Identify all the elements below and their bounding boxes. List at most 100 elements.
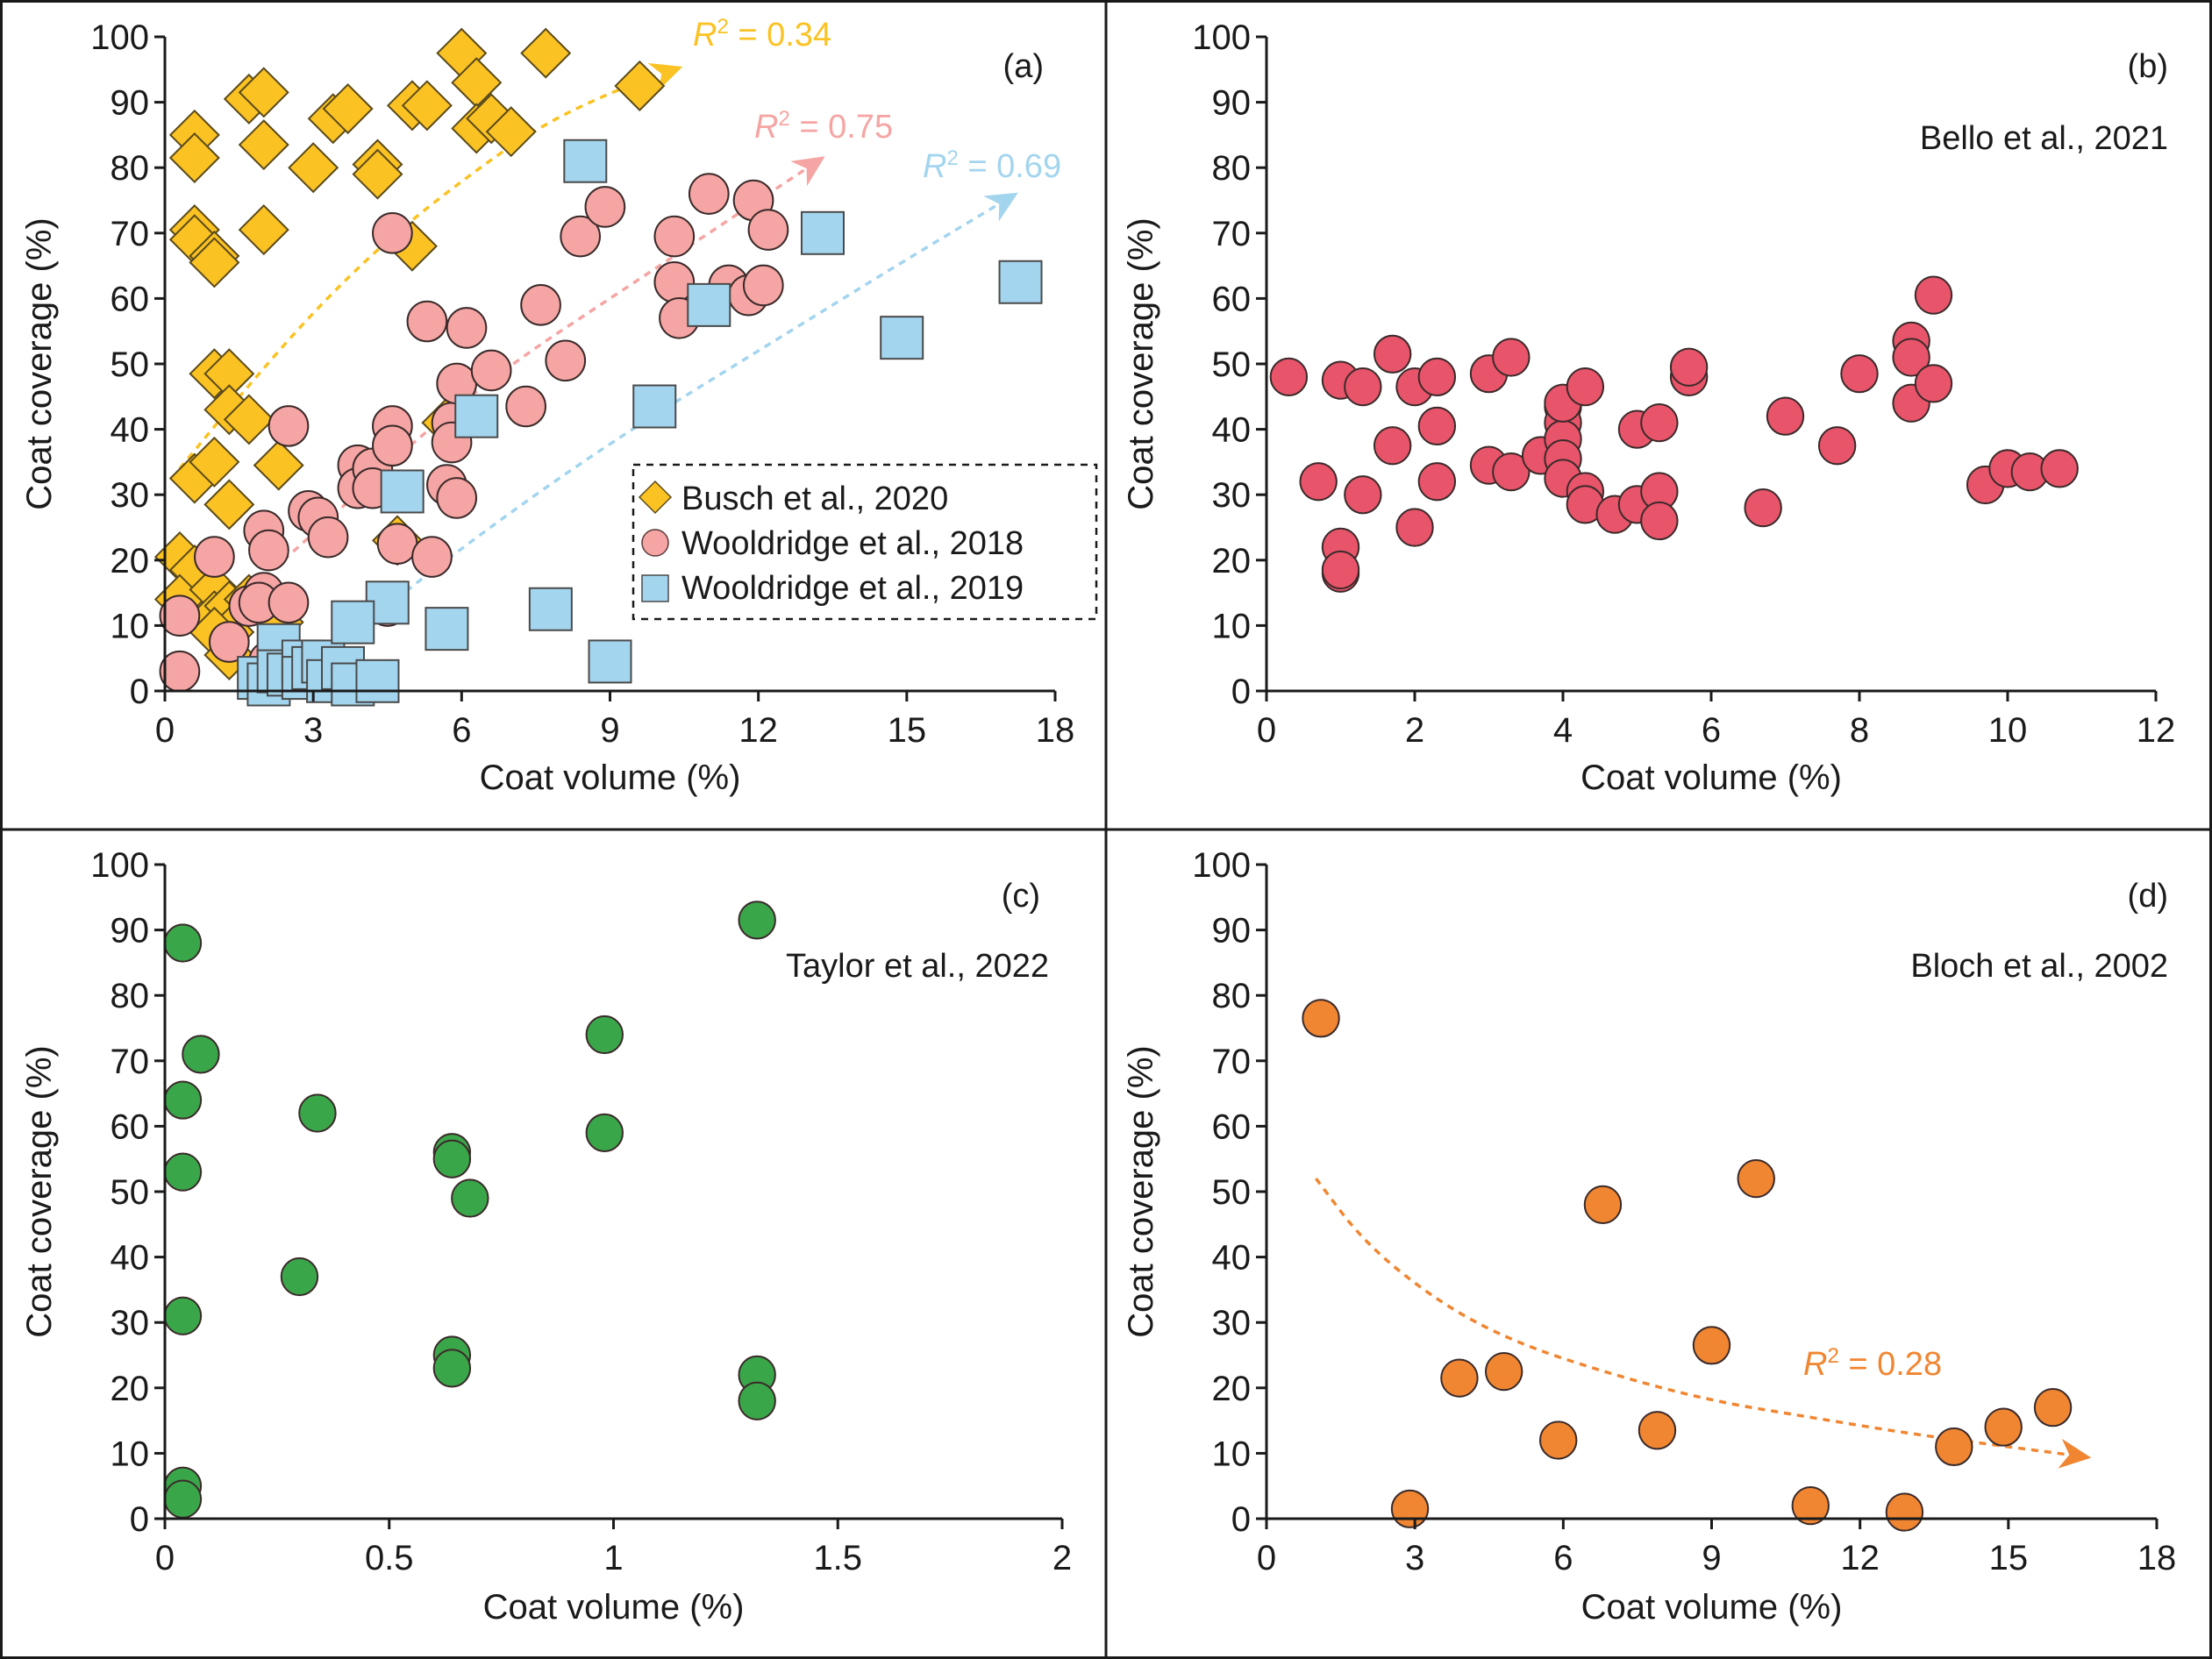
data-point-circle xyxy=(372,424,413,467)
legend-label-wooldridge-2018: Wooldridge et al., 2018 xyxy=(681,525,1024,562)
data-point-circle xyxy=(280,1257,319,1297)
data-point-circle xyxy=(163,923,203,963)
data-point-square xyxy=(998,260,1043,304)
y-tick-label: 10 xyxy=(111,607,150,645)
data-point-circle xyxy=(1395,508,1434,547)
series-taylor-et-al-2022 xyxy=(163,901,776,1519)
data-point-circle xyxy=(268,581,310,624)
data-point-diamond xyxy=(189,436,240,488)
data-point-square xyxy=(563,139,608,183)
data-point-circle xyxy=(1840,354,1879,394)
data-point-circle xyxy=(298,1093,337,1133)
x-tick-label: 6 xyxy=(1702,711,1721,750)
data-point-circle xyxy=(1640,501,1679,541)
y-tick-label: 100 xyxy=(1192,846,1251,885)
panel-a-marks: R2 = 0.34 R2 = 0.75 R2 = 0.69 xyxy=(153,15,1061,707)
data-point-circle xyxy=(163,1479,203,1519)
x-tick-label: 6 xyxy=(1553,1539,1573,1577)
data-point-circle xyxy=(1583,1185,1623,1225)
x-axis-title: Coat volume (%) xyxy=(1581,1588,1843,1627)
x-tick-label: 9 xyxy=(600,711,619,750)
legend-entry-wooldridge-2019: Wooldridge et al., 2019 xyxy=(641,570,1024,607)
y-axis-title: Coat coverage (%) xyxy=(1122,217,1160,509)
data-point-circle xyxy=(1984,1407,2023,1447)
x-tick-label: 18 xyxy=(2137,1539,2177,1577)
y-tick-label: 70 xyxy=(111,1043,150,1081)
y-tick-label: 10 xyxy=(1212,607,1252,645)
data-point-circle xyxy=(1417,462,1457,502)
data-point-circle xyxy=(1669,347,1709,387)
x-tick-label: 3 xyxy=(1405,1539,1424,1577)
x-tick-label: 0 xyxy=(155,711,175,750)
data-point-square xyxy=(355,659,400,703)
data-point-circle xyxy=(1492,452,1531,492)
data-point-circle xyxy=(470,349,512,392)
panel-b-marks xyxy=(1269,275,2079,593)
y-tick-label: 60 xyxy=(111,1107,150,1146)
data-point-circle xyxy=(738,901,776,940)
data-point-circle xyxy=(688,173,730,215)
panel-c-axes: 0 10 20 30 40 50 60 70 80 90 100 0 0.5 1 1.5 2 Coat volu… xyxy=(20,846,1072,1627)
legend-label-wooldridge-2019: Wooldridge et al., 2019 xyxy=(681,570,1024,607)
data-point-diamond xyxy=(485,106,537,158)
data-point-circle xyxy=(585,1113,624,1152)
data-point-circle xyxy=(1892,338,1930,377)
data-point-diamond xyxy=(203,479,255,530)
x-tick-label: 0 xyxy=(1257,711,1276,750)
y-tick-label: 100 xyxy=(90,18,149,57)
y-axis-title: Coat coverage (%) xyxy=(1122,1045,1160,1337)
data-point-square xyxy=(454,394,499,438)
panel-a-legend: Busch et al., 2020 Wooldridge et al., 20… xyxy=(631,463,1098,621)
data-point-square xyxy=(588,639,632,684)
panel-a-axes: 0 10 20 30 40 50 60 70 80 90 100 0 3 6 9 12 15 18 Coat vol… xyxy=(20,18,1074,797)
data-point-square xyxy=(880,316,924,360)
panel-d-source: Bloch et al., 2002 xyxy=(1910,948,2168,985)
y-tick-label: 30 xyxy=(1212,476,1252,515)
y-axis-title: Coat coverage (%) xyxy=(20,1045,59,1337)
data-point-square xyxy=(331,600,375,644)
data-point-circle xyxy=(2040,449,2079,488)
panel-b-label: (b) xyxy=(2128,48,2168,85)
x-tick-label: 15 xyxy=(888,711,927,750)
x-tick-label: 2 xyxy=(1052,1539,1072,1577)
legend-square-icon xyxy=(641,574,669,602)
data-point-circle xyxy=(436,477,478,519)
x-axis-title: Coat volume (%) xyxy=(483,1588,745,1627)
data-point-circle xyxy=(194,536,235,578)
y-tick-label: 50 xyxy=(1212,345,1252,384)
x-tick-label: 2 xyxy=(1405,711,1424,750)
data-point-circle xyxy=(1269,357,1309,397)
data-point-circle xyxy=(307,516,349,559)
data-point-diamond xyxy=(238,204,289,256)
legend-label-busch: Busch et al., 2020 xyxy=(681,481,948,517)
y-tick-label: 40 xyxy=(111,1239,150,1278)
data-point-square xyxy=(528,587,573,631)
legend-box xyxy=(631,463,1098,621)
data-point-diamond xyxy=(238,67,289,118)
y-tick-label: 40 xyxy=(1212,1239,1252,1278)
y-tick-label: 50 xyxy=(111,1173,150,1212)
y-tick-label: 100 xyxy=(90,846,149,885)
legend-entry-busch: Busch et al., 2020 xyxy=(638,480,948,517)
data-point-circle xyxy=(505,385,546,428)
y-tick-label: 70 xyxy=(1212,1043,1252,1081)
data-point-circle xyxy=(446,307,488,349)
data-point-circle xyxy=(1791,1485,1830,1526)
series-bloch-et-al-2002 xyxy=(1302,999,2073,1532)
panel-b: 0 10 20 30 40 50 60 70 80 90 100 0 2 4 6 8 10 12 Coat volu… xyxy=(1122,18,2175,797)
y-tick-label: 90 xyxy=(111,912,150,951)
data-point-circle xyxy=(1344,475,1382,515)
y-tick-label: 10 xyxy=(111,1435,150,1473)
data-point-circle xyxy=(1417,406,1457,445)
data-point-circle xyxy=(1817,426,1857,466)
data-point-circle xyxy=(738,1381,776,1420)
x-tick-label: 8 xyxy=(1850,711,1869,750)
y-tick-label: 20 xyxy=(1212,542,1252,580)
y-tick-label: 70 xyxy=(1212,215,1252,253)
y-tick-label: 90 xyxy=(1212,912,1252,951)
data-point-circle xyxy=(520,284,561,326)
panel-c: 0 10 20 30 40 50 60 70 80 90 100 0 0.5 1 1.5 2 Coat volu… xyxy=(20,846,1072,1627)
y-tick-label: 20 xyxy=(111,1370,150,1408)
y-tick-label: 50 xyxy=(111,345,150,384)
y-tick-label: 30 xyxy=(111,476,150,515)
